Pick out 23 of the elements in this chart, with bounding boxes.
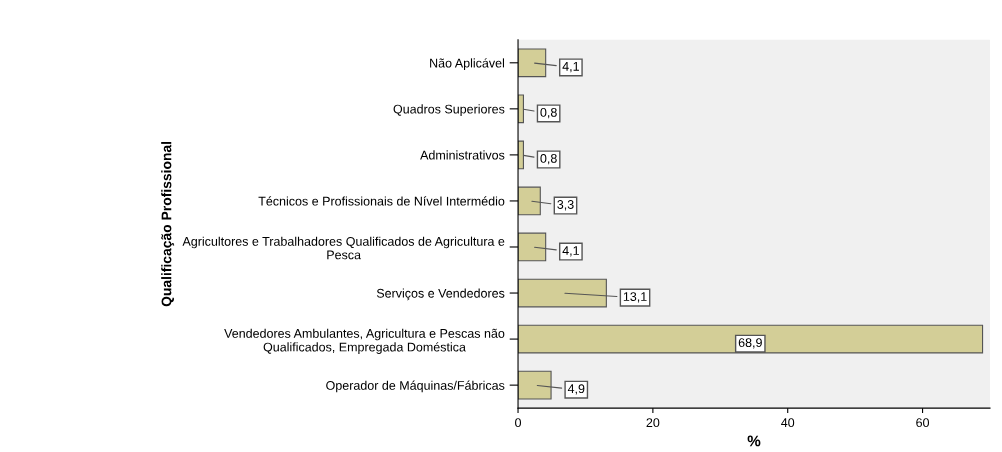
data-label: 0,8	[540, 154, 557, 165]
x-axis-title: %	[747, 435, 761, 447]
data-label: 4,9	[567, 384, 585, 395]
data-label: 0,8	[540, 107, 557, 119]
y-tick-label: Técnicos e Profissionais de Nível Intermédio	[258, 196, 505, 206]
data-label: 4,1	[562, 246, 579, 257]
x-tick-label: 60	[916, 418, 930, 428]
data-label: 68,9	[738, 338, 762, 349]
x-tick-label: 20	[646, 418, 660, 428]
y-tick-label: Administrativos	[420, 150, 505, 160]
x-tick-label: 0	[515, 418, 522, 428]
y-tick-label: Agricultores e Trabalhadores Qualificados de Agricultura e Pesca	[182, 236, 505, 260]
y-tick-label: Não Aplicável	[430, 58, 505, 70]
data-label: 3,3	[557, 200, 574, 211]
y-tick-label: Quadros Superiores	[393, 104, 505, 116]
y-tick-label: Vendedores Ambulantes, Agricultura e Pescas não Qualificados, Empregada Doméstica	[224, 328, 505, 354]
y-tick-label: Operador de Máquinas/Fábricas	[326, 380, 505, 393]
data-label: 4,1	[562, 62, 579, 73]
bar	[518, 324, 984, 354]
data-label: 13,1	[623, 292, 647, 303]
x-tick-label: 40	[781, 418, 795, 428]
y-axis-title: Qualificação Profissional	[161, 141, 175, 307]
y-tick-label: Serviços e Vendedores	[376, 288, 505, 301]
